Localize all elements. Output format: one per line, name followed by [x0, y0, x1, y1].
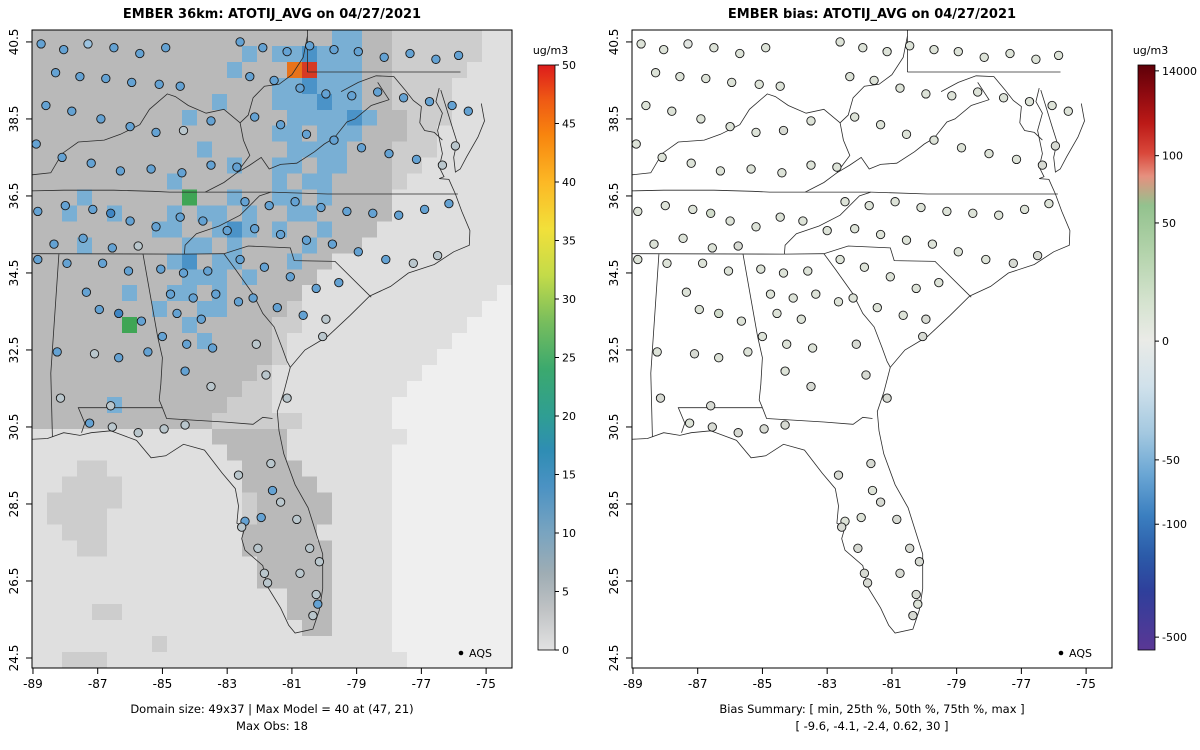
colorbar-tick-label: 45 — [562, 118, 576, 131]
aqs-legend: AQS — [1058, 647, 1092, 660]
colorbar-tick-label: 0 — [562, 644, 569, 657]
colorbar-tick-label: 5 — [562, 586, 569, 599]
aqs-observation-dots — [32, 37, 473, 621]
x-tick-label: -89 — [23, 677, 43, 691]
y-tick-label: 40.5 — [7, 29, 21, 56]
y-axis: 24.5 26.5 28.5 30.5 32.5 34.5 36.5 38.5 40.5 — [7, 29, 32, 672]
x-axis: -89 -87 -85 -83 -81 -79 -77 -75 — [23, 668, 496, 691]
state-borders — [632, 30, 1085, 634]
y-tick-label: 28.5 — [607, 491, 621, 518]
x-tick-label: -77 — [1012, 677, 1032, 691]
model-map-panel: EMBER 36km: ATOTIJ_AVG on 04/27/2021 -89… — [7, 7, 576, 733]
x-tick-label: -89 — [623, 677, 643, 691]
y-tick-label: 38.5 — [7, 106, 21, 133]
x-tick-label: -79 — [347, 677, 367, 691]
colorbar-tick-label: -500 — [1162, 631, 1187, 644]
x-tick-label: -85 — [753, 677, 773, 691]
colorbar-title: ug/m3 — [1133, 44, 1168, 57]
aqs-observation-dots — [632, 37, 1073, 621]
y-tick-label: 40.5 — [607, 29, 621, 56]
caption-domain-size: Domain size: 49x37 | Max Model = 40 at (… — [130, 702, 414, 716]
colorbar-tick-label: 35 — [562, 235, 576, 248]
y-tick-label: 24.5 — [607, 645, 621, 672]
colorbar-tick-label: 40 — [562, 176, 576, 189]
model-raster-layer — [32, 30, 512, 668]
colorbar-tick-label: 100 — [1162, 150, 1183, 163]
colorbar-tick-label: 15 — [562, 469, 576, 482]
x-tick-label: -79 — [947, 677, 967, 691]
x-tick-label: -77 — [412, 677, 432, 691]
x-tick-label: -81 — [882, 677, 902, 691]
colorbar-tick-label: 0 — [1162, 335, 1169, 348]
y-tick-label: 36.5 — [607, 183, 621, 210]
caption-bias-values: [ -9.6, -4.1, -2.4, 0.62, 30 ] — [795, 719, 949, 733]
x-tick-label: -83 — [217, 677, 237, 691]
y-tick-label: 24.5 — [7, 645, 21, 672]
colorbar-tick-label: 14000 — [1162, 65, 1197, 78]
caption-max-obs: Max Obs: 18 — [236, 719, 308, 733]
aqs-legend-label: AQS — [1069, 647, 1092, 660]
y-tick-label: 26.5 — [607, 568, 621, 595]
aqs-legend: AQS — [458, 647, 492, 660]
plot-box — [631, 29, 1113, 669]
y-tick-label: 26.5 — [7, 568, 21, 595]
x-tick-label: -87 — [88, 677, 108, 691]
y-tick-label: 32.5 — [607, 337, 621, 364]
y-tick-label: 28.5 — [7, 491, 21, 518]
x-tick-label: -83 — [817, 677, 837, 691]
x-tick-label: -81 — [282, 677, 302, 691]
colorbar-tick-label: 50 — [562, 59, 576, 72]
y-tick-label: 38.5 — [607, 106, 621, 133]
panel-title-model: EMBER 36km: ATOTIJ_AVG on 04/27/2021 — [122, 7, 422, 22]
colorbar: ug/m3 14000 100 50 0 -50 -100 -500 — [1133, 44, 1197, 651]
x-tick-label: -87 — [688, 677, 708, 691]
map-area — [32, 30, 512, 668]
y-tick-label: 30.5 — [607, 414, 621, 441]
model-map-svg: -89 -87 -85 -83 -81 -79 -77 -75 24.5 26.5 28.5 30.5… — [7, 29, 576, 691]
y-axis: 24.5 26.5 28.5 30.5 32.5 34.5 36.5 38.5 40.5 — [607, 29, 632, 672]
colorbar-scale — [537, 64, 556, 651]
colorbar-tick-label: -50 — [1162, 454, 1180, 467]
bias-map-panel: EMBER bias: ATOTIJ_AVG on 04/27/2021 -89… — [600, 0, 1200, 750]
aqs-legend-dot — [458, 650, 464, 656]
colorbar-tick-label: 30 — [562, 293, 576, 306]
map-area — [632, 30, 1085, 634]
x-axis: -89 -87 -85 -83 -81 -79 -77 -75 — [623, 668, 1096, 691]
y-tick-label: 36.5 — [7, 183, 21, 210]
y-tick-label: 30.5 — [7, 414, 21, 441]
colorbar-tick-label: 50 — [1162, 217, 1176, 230]
aqs-legend-label: AQS — [469, 647, 492, 660]
x-tick-label: -75 — [476, 677, 496, 691]
y-tick-label: 32.5 — [7, 337, 21, 364]
colorbar-scale — [1137, 64, 1156, 651]
panel-title-bias: EMBER bias: ATOTIJ_AVG on 04/27/2021 — [727, 7, 1017, 22]
colorbar-tick-label: 25 — [562, 352, 576, 365]
caption-bias-summary: Bias Summary: [ min, 25th %, 50th %, 75t… — [719, 702, 1025, 716]
bias-map-svg: -89 -87 -85 -83 -81 -79 -77 -75 24.5 26.5 28.5 30.5… — [607, 29, 1197, 691]
colorbar-title: ug/m3 — [533, 44, 568, 57]
aqs-legend-dot — [1058, 650, 1064, 656]
state-borders — [32, 30, 485, 634]
plot-box — [31, 29, 513, 669]
y-tick-label: 34.5 — [7, 260, 21, 287]
colorbar-tick-label: 10 — [562, 527, 576, 540]
colorbar-tick-label: -100 — [1162, 518, 1187, 531]
x-tick-label: -75 — [1076, 677, 1096, 691]
x-tick-label: -85 — [153, 677, 173, 691]
colorbar-tick-label: 20 — [562, 410, 576, 423]
y-tick-label: 34.5 — [607, 260, 621, 287]
